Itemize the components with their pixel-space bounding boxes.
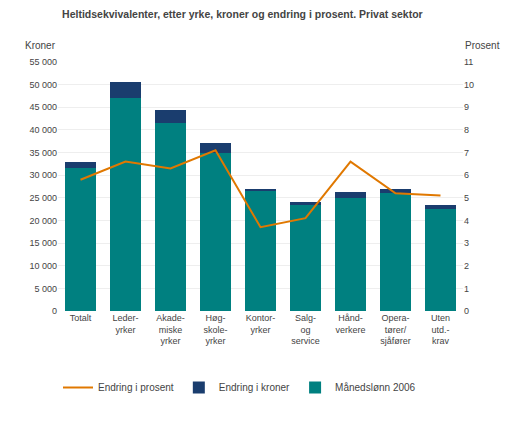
svg-text:7: 7 <box>464 148 469 158</box>
svg-text:2: 2 <box>464 261 469 271</box>
svg-text:5 000: 5 000 <box>34 284 57 294</box>
svg-text:Prosent: Prosent <box>465 40 500 51</box>
svg-text:Salg-ogservice: Salg-ogservice <box>291 313 320 346</box>
svg-text:Opera-tører/sjåfører: Opera-tører/sjåfører <box>380 313 411 346</box>
svg-text:0: 0 <box>52 306 57 316</box>
svg-text:30 000: 30 000 <box>29 170 57 180</box>
svg-text:4: 4 <box>464 216 469 226</box>
svg-text:11: 11 <box>464 57 473 67</box>
svg-text:20 000: 20 000 <box>29 216 57 226</box>
svg-text:8: 8 <box>464 125 469 135</box>
svg-text:5: 5 <box>464 193 469 203</box>
svg-text:10 000: 10 000 <box>29 261 57 271</box>
svg-text:40 000: 40 000 <box>29 125 57 135</box>
svg-text:Endring i prosent: Endring i prosent <box>98 382 174 393</box>
svg-text:Endring i kroner: Endring i kroner <box>219 382 290 393</box>
svg-text:Høg-skole-yrker: Høg-skole-yrker <box>203 313 227 346</box>
svg-text:Hånd-verkere: Hånd-verkere <box>335 313 365 335</box>
svg-text:Totalt: Totalt <box>70 313 92 323</box>
svg-text:Kontor-yrker: Kontor-yrker <box>246 313 276 335</box>
svg-text:Utenutd.-krav: Utenutd.-krav <box>431 313 450 346</box>
svg-text:15 000: 15 000 <box>29 238 57 248</box>
svg-text:50 000: 50 000 <box>29 80 57 90</box>
svg-text:35 000: 35 000 <box>29 148 57 158</box>
svg-text:9: 9 <box>464 102 469 112</box>
svg-text:10: 10 <box>464 80 474 90</box>
svg-text:Akade-miskeyrker: Akade-miskeyrker <box>156 313 185 346</box>
svg-text:Leder-yrker: Leder-yrker <box>112 313 138 335</box>
svg-text:1: 1 <box>464 284 469 294</box>
svg-text:55 000: 55 000 <box>29 57 57 67</box>
svg-text:45 000: 45 000 <box>29 102 57 112</box>
svg-text:25 000: 25 000 <box>29 193 57 203</box>
svg-text:Månedslønn 2006: Månedslønn 2006 <box>335 382 415 393</box>
svg-text:0: 0 <box>464 306 469 316</box>
svg-text:6: 6 <box>464 170 469 180</box>
svg-text:Kroner: Kroner <box>25 40 56 51</box>
svg-text:3: 3 <box>464 238 469 248</box>
svg-text:Heltidsekvivalenter, etter yrk: Heltidsekvivalenter, etter yrke, kroner … <box>62 8 423 20</box>
